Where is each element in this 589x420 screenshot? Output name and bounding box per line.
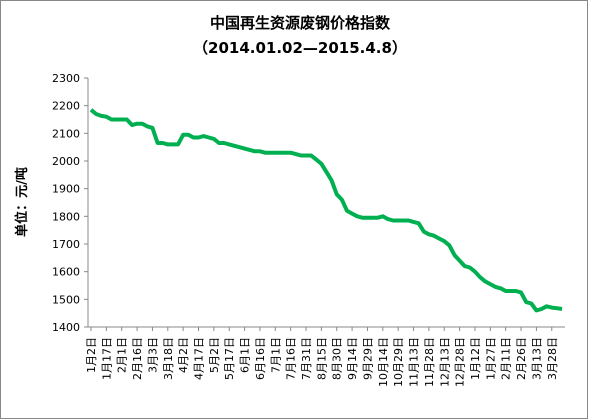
x-tick-label: 3月28日	[546, 337, 559, 380]
chart-title: 中国再生资源废钢价格指数	[210, 14, 391, 32]
y-tick-label: 2200	[52, 100, 80, 113]
x-tick-label: 2月11日	[500, 337, 513, 380]
y-tick-label: 1500	[52, 293, 80, 306]
x-tick-label: 2月1日	[116, 337, 129, 373]
x-tick-label: 12月13日	[438, 337, 451, 387]
x-tick-label: 5月2日	[208, 337, 221, 373]
x-tick-label: 11月13日	[408, 337, 421, 387]
x-tick-label: 11月28日	[423, 337, 436, 387]
x-tick-label: 5月17日	[223, 337, 236, 380]
x-tick-label: 8月30日	[331, 337, 344, 380]
data-line	[89, 108, 563, 313]
x-tick-label: 1月12日	[469, 337, 482, 380]
y-tick-label: 1600	[52, 266, 80, 279]
y-tick-label: 1800	[52, 210, 80, 223]
x-tick-label: 2月26日	[515, 337, 528, 380]
y-axis-title: 单位：元/吨	[14, 167, 30, 237]
x-tick-label: 1月2日	[85, 337, 98, 373]
x-tick-label: 6月1日	[239, 337, 252, 373]
x-tick-label: 4月17日	[193, 337, 206, 380]
x-tick-label: 3月3日	[146, 337, 159, 373]
y-tick-label: 1400	[52, 321, 80, 334]
x-tick-label: 7月16日	[285, 337, 298, 380]
x-tick-label: 1月27日	[484, 337, 497, 380]
x-tick-label: 7月31日	[300, 337, 313, 380]
chart-subtitle: （2014.01.02—2015.4.8）	[193, 39, 407, 57]
y-tick-label: 2300	[52, 72, 80, 85]
x-tick-label: 9月14日	[346, 337, 359, 380]
x-tick-label: 12月28日	[454, 337, 467, 387]
x-tick-label: 8月15日	[315, 337, 328, 380]
x-tick-label: 7月1日	[269, 337, 282, 373]
x-tick-label: 10月29日	[392, 337, 405, 387]
x-tick-label: 3月18日	[162, 337, 175, 380]
y-tick-label: 1700	[52, 238, 80, 251]
x-tick-label: 3月13日	[530, 337, 543, 380]
x-tick-label: 9月29日	[361, 337, 374, 380]
y-tick-label: 2000	[52, 155, 80, 168]
x-tick-label: 2月16日	[131, 337, 144, 380]
x-tick-label: 10月14日	[377, 337, 390, 387]
y-tick-label: 2100	[52, 127, 80, 140]
x-tick-label: 1月17日	[100, 337, 113, 380]
y-tick-label: 1900	[52, 183, 80, 196]
x-tick-label: 4月2日	[177, 337, 190, 373]
x-tick-label: 6月16日	[254, 337, 267, 380]
